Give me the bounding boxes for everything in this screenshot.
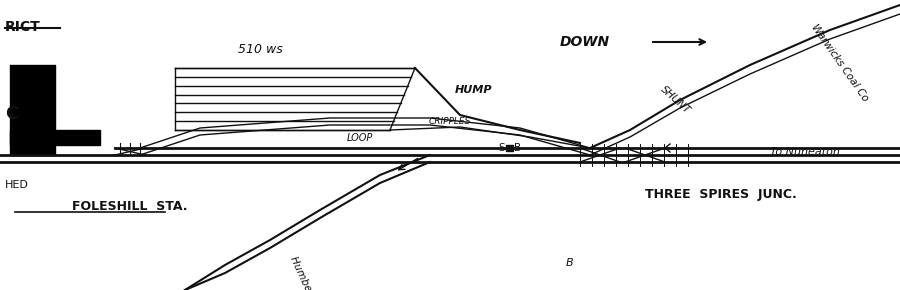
Text: 510 ws: 510 ws <box>238 43 283 56</box>
Text: C: C <box>5 105 18 123</box>
Text: HED: HED <box>5 180 29 190</box>
Text: THREE  SPIRES  JUNC.: THREE SPIRES JUNC. <box>645 188 796 201</box>
Text: SHUNT: SHUNT <box>658 84 692 116</box>
Text: RICT: RICT <box>5 20 40 34</box>
Text: CRIPPLES: CRIPPLES <box>428 117 472 126</box>
Text: Warwicks Coal Co: Warwicks Coal Co <box>809 22 870 103</box>
Text: FOLESHILL  STA.: FOLESHILL STA. <box>72 200 187 213</box>
Text: Humber Rd Jc.: Humber Rd Jc. <box>288 255 328 290</box>
Text: B: B <box>566 258 574 268</box>
Text: To Nuneaton: To Nuneaton <box>770 147 840 157</box>
Text: HUMP: HUMP <box>455 85 492 95</box>
Text: LOOP: LOOP <box>346 133 374 143</box>
Text: S: S <box>499 143 505 153</box>
Text: B: B <box>514 143 521 153</box>
Text: DOWN: DOWN <box>560 35 610 49</box>
